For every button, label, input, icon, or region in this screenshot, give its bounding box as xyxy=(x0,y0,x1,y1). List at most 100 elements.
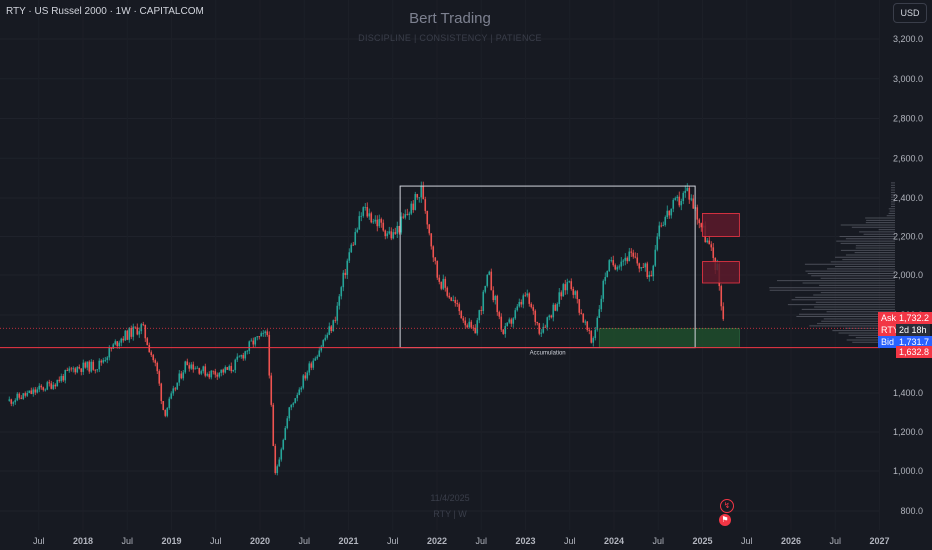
candle-body xyxy=(174,388,177,390)
candle-body xyxy=(562,284,565,297)
candle-body xyxy=(612,260,615,266)
candle-body xyxy=(446,287,449,296)
candle-body xyxy=(440,281,443,289)
candle-body xyxy=(158,371,161,384)
candle-body xyxy=(142,324,145,326)
candle-body xyxy=(552,304,555,318)
candle-body xyxy=(246,350,249,352)
candle-body xyxy=(328,326,331,335)
candle-body xyxy=(178,373,181,383)
candle-body xyxy=(258,336,261,338)
candle-body xyxy=(184,361,187,373)
candle-body xyxy=(214,371,217,375)
candle-body xyxy=(540,332,543,334)
flag-icon[interactable]: ⚑ xyxy=(719,514,731,526)
candle-body xyxy=(58,379,61,382)
candle-body xyxy=(502,329,505,334)
currency-button[interactable]: USD xyxy=(893,3,927,23)
candle-body xyxy=(698,219,701,224)
time-tick-label: Jul xyxy=(564,536,576,546)
candle-body xyxy=(286,418,289,429)
candle-body xyxy=(410,203,413,214)
candle-body xyxy=(380,219,383,223)
zones: Accumulation xyxy=(399,185,740,357)
candle-body xyxy=(100,360,103,363)
candle-body xyxy=(468,321,471,328)
candle-body xyxy=(604,276,607,281)
time-tick-label: Jul xyxy=(33,536,45,546)
time-tick-label: Jul xyxy=(475,536,487,546)
candle-body xyxy=(28,390,31,393)
candle-body xyxy=(282,439,285,450)
candle-body xyxy=(10,399,13,404)
time-tick-label: 2027 xyxy=(869,536,889,546)
candle-body xyxy=(526,293,529,296)
candle-body xyxy=(428,224,431,234)
candle-body xyxy=(628,251,631,262)
symbol-title[interactable]: RTY · US Russel 2000 · 1W · CAPITALCOM xyxy=(6,6,204,17)
candle-body xyxy=(210,370,213,378)
candle-body xyxy=(150,352,153,356)
candle-body xyxy=(294,398,297,404)
candle-body xyxy=(152,355,155,361)
candle-body xyxy=(238,356,241,358)
candle-body xyxy=(360,215,363,217)
candle-body xyxy=(160,383,163,402)
candle-body xyxy=(302,375,305,388)
time-tick-label: Jul xyxy=(387,536,399,546)
candle-body xyxy=(146,338,149,346)
candle-body xyxy=(186,361,189,366)
candle-body xyxy=(334,320,337,322)
price-tick-label: 2,200.0 xyxy=(893,232,923,242)
candle-body xyxy=(430,233,433,247)
candle-body xyxy=(254,337,257,345)
candle-body xyxy=(706,240,709,243)
candle-body xyxy=(266,331,269,336)
candle-body xyxy=(570,281,573,289)
candle-body xyxy=(148,345,151,353)
candle-body xyxy=(182,372,185,379)
candle-body xyxy=(208,374,211,378)
candle-body xyxy=(452,300,455,301)
candle-body xyxy=(666,210,669,218)
candle-body xyxy=(432,246,435,258)
candle-body xyxy=(288,407,291,419)
candle-body xyxy=(200,371,203,374)
candle-body xyxy=(52,384,55,389)
candle-body xyxy=(546,317,549,328)
candle-body xyxy=(684,190,687,193)
time-axis[interactable]: Jul 2018 Jul 2019 Jul 2020 Jul 2021 Jul 2022 Jul 20… xyxy=(33,536,890,546)
lightning-icon[interactable]: ↯ xyxy=(720,499,734,513)
candle-body xyxy=(128,327,131,340)
candle-body xyxy=(480,310,483,312)
candle-body xyxy=(390,231,393,239)
time-tick-label: Jul xyxy=(741,536,753,546)
candle-body xyxy=(534,310,537,322)
candle-body xyxy=(268,335,271,376)
candle-body xyxy=(566,282,569,291)
candle-body xyxy=(224,367,227,373)
candle-body xyxy=(614,265,617,270)
candle-body xyxy=(156,362,159,372)
price-axis[interactable]: 3,200.0 3,000.0 2,800.0 2,600.0 2,400.0 2,200… xyxy=(893,34,923,516)
candle-body xyxy=(674,198,677,200)
candle-body xyxy=(308,363,311,373)
candle-body xyxy=(530,303,533,308)
candle-body xyxy=(76,367,79,373)
candle-body xyxy=(60,375,63,382)
candle-body xyxy=(436,260,439,278)
candle-body xyxy=(124,330,127,341)
candle-body xyxy=(84,362,87,368)
candle-body xyxy=(332,320,335,331)
bid-tag: Bid xyxy=(878,336,898,348)
ask-tag: Ask xyxy=(878,312,898,324)
candle-body xyxy=(624,257,627,261)
candle-body xyxy=(88,361,91,372)
candle-body xyxy=(306,372,309,379)
candle-body xyxy=(348,252,351,261)
candle-body xyxy=(340,287,343,297)
candle-body xyxy=(346,260,349,275)
candle-body xyxy=(520,301,523,305)
candle-body xyxy=(290,404,293,408)
